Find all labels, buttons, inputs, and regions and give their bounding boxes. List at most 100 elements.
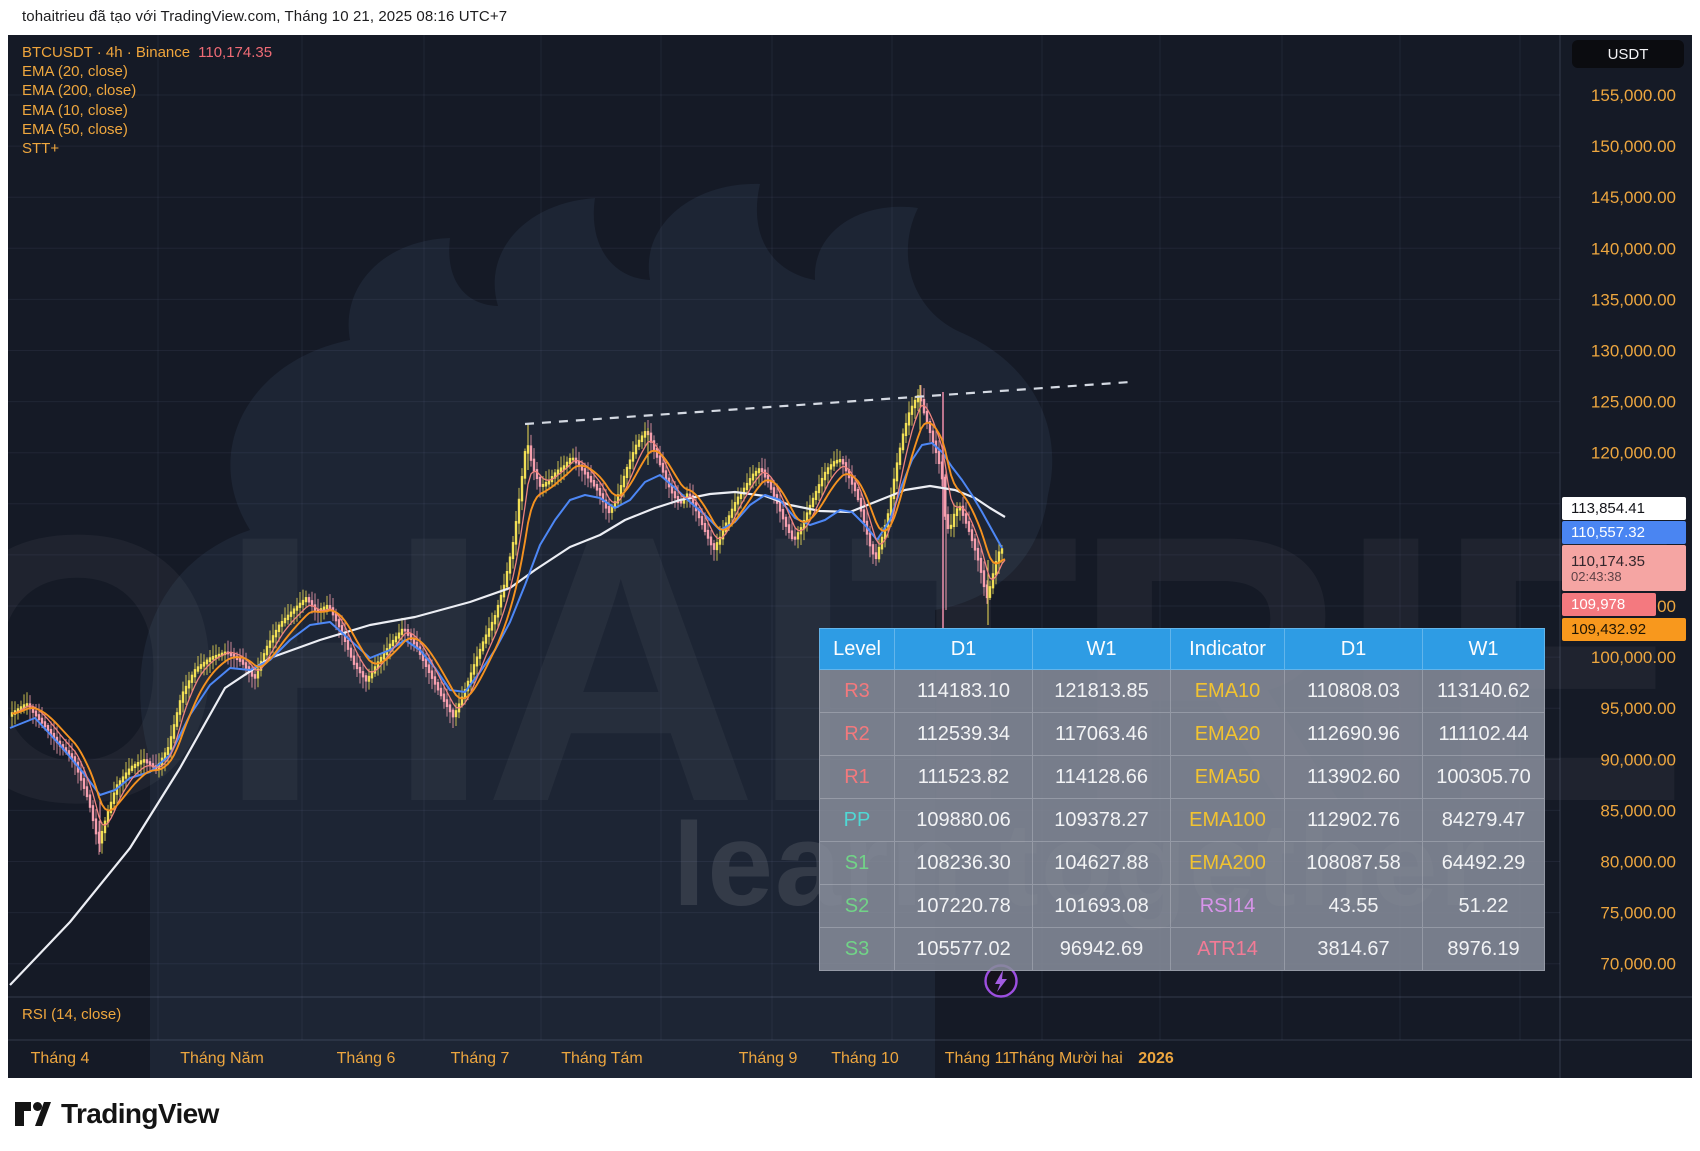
price-axis-label: 135,000.00 — [1591, 290, 1676, 309]
indicator-legend-ema10[interactable]: EMA (10, close) — [22, 101, 128, 119]
time-axis-label: Tháng 10 — [831, 1050, 899, 1067]
pivot-table-cell: 43.55 — [1285, 885, 1423, 928]
pivot-table-cell: PP — [819, 799, 895, 842]
pivot-table-cell: 104627.88 — [1033, 842, 1171, 885]
pivot-table-cell: 96942.69 — [1033, 928, 1171, 971]
price-axis-label: 130,000.00 — [1591, 342, 1676, 361]
attribution-text: tohaitrieu đã tạo với TradingView.com, T… — [22, 8, 508, 25]
pivot-table-cell: EMA200 — [1171, 842, 1285, 885]
pivot-table-cell: 111102.44 — [1423, 713, 1545, 756]
chart-legend: BTCUSDT · 4h · Binance 110,174.35 EMA (20… — [22, 43, 272, 158]
time-axis-label: Tháng 4 — [31, 1050, 90, 1067]
pivot-table-cell: 111523.82 — [895, 756, 1033, 799]
pivot-table-cell: 109378.27 — [1033, 799, 1171, 842]
price-axis-label: 150,000.00 — [1591, 137, 1676, 156]
pivot-table-cell: 105577.02 — [895, 928, 1033, 971]
pivot-table-cell: S1 — [819, 842, 895, 885]
chart-area[interactable]: TOHAITRIEU learn together 155,000.00150,… — [8, 35, 1692, 1078]
pivot-table-row: S1 108236.30 104627.88 EMA200 108087.58 64492… — [819, 842, 1545, 885]
pivot-table-header-cell: W1 — [1423, 628, 1545, 670]
price-axis-label: 125,000.00 — [1591, 393, 1676, 412]
price-axis-label: 155,000.00 — [1591, 86, 1676, 105]
symbol-title: BTCUSDT · 4h · Binance — [22, 44, 191, 61]
pivot-table-cell: RSI14 — [1171, 885, 1285, 928]
pivot-table-cell: 121813.85 — [1033, 670, 1171, 713]
price-tag-value: 110,557.32 — [1562, 521, 1686, 544]
price-tag-value: 109,978 — [1562, 593, 1656, 616]
pivot-table-row: R3 114183.10 121813.85 EMA10 110808.03 113140… — [819, 670, 1545, 713]
time-axis-label: 2026 — [1138, 1050, 1174, 1067]
pivot-table-cell: 8976.19 — [1423, 928, 1545, 971]
time-axis-label: Tháng 9 — [739, 1050, 798, 1067]
pivot-table-cell: 112902.76 — [1285, 799, 1423, 842]
price-tag-value: 113,854.41 — [1562, 497, 1686, 520]
pivot-indicator-table: Level D1 W1 Indicator D1 W1 R3 114183.10 121813.… — [819, 628, 1545, 971]
indicator-legend-ema50[interactable]: EMA (50, close) — [22, 120, 128, 138]
pivot-table-cell: S2 — [819, 885, 895, 928]
pivot-table-header-cell: Level — [819, 628, 895, 670]
pivot-table-row: S3 105577.02 96942.69 ATR14 3814.67 8976.19 — [819, 928, 1545, 971]
pivot-table-cell: 100305.70 — [1423, 756, 1545, 799]
attribution-bar: tohaitrieu đã tạo với TradingView.com, T… — [0, 0, 1700, 35]
pivot-table-cell: 101693.08 — [1033, 885, 1171, 928]
pivot-table-cell: 114128.66 — [1033, 756, 1171, 799]
pivot-table-row: S2 107220.78 101693.08 RSI14 43.55 51.22 — [819, 885, 1545, 928]
price-axis-label: 95,000.00 — [1600, 699, 1676, 718]
ema-50-line — [9, 442, 1003, 796]
pivot-table-cell: EMA100 — [1171, 799, 1285, 842]
pivot-table-cell: 107220.78 — [895, 885, 1033, 928]
time-axis-label: Tháng Năm — [180, 1050, 264, 1067]
pivot-table-row: R1 111523.82 114128.66 EMA50 113902.60 100305… — [819, 756, 1545, 799]
pivot-table-cell: ATR14 — [1171, 928, 1285, 971]
pivot-table-cell: 64492.29 — [1423, 842, 1545, 885]
symbol-legend-row[interactable]: BTCUSDT · 4h · Binance 110,174.35 — [22, 43, 272, 62]
pivot-table-cell: R1 — [819, 756, 895, 799]
time-axis-label: Tháng 7 — [451, 1050, 510, 1067]
pivot-table-cell: EMA10 — [1171, 670, 1285, 713]
price-axis-label: 75,000.00 — [1600, 904, 1676, 923]
pivot-table-cell: S3 — [819, 928, 895, 971]
currency-toggle-button[interactable]: USDT — [1572, 40, 1684, 68]
tradingview-logo[interactable]: TradingView — [15, 1098, 219, 1130]
pivot-table-header-cell: D1 — [895, 628, 1033, 670]
price-tag-value: 110,174.35 02:43:38 — [1562, 545, 1686, 591]
pivot-table-header-row: Level D1 W1 Indicator D1 W1 — [819, 628, 1545, 670]
lightning-icon — [995, 970, 1007, 992]
ema-10-line — [11, 404, 1006, 827]
time-axis-label: Tháng 11 — [945, 1050, 1012, 1067]
pivot-table-cell: 112690.96 — [1285, 713, 1423, 756]
pivot-table-header-cell: D1 — [1285, 628, 1423, 670]
price-axis-label: 85,000.00 — [1600, 801, 1676, 820]
pivot-table-header-cell: Indicator — [1171, 628, 1285, 670]
pivot-table-cell: 108236.30 — [895, 842, 1033, 885]
pivot-table-cell: R2 — [819, 713, 895, 756]
pivot-table-cell: 117063.46 — [1033, 713, 1171, 756]
rsi-pane-legend[interactable]: RSI (14, close) — [22, 1006, 122, 1023]
pivot-table-cell: 109880.06 — [895, 799, 1033, 842]
pivot-table-header-cell: W1 — [1033, 628, 1171, 670]
symbol-last-price: 110,174.35 — [198, 44, 273, 61]
indicator-legend-stt[interactable]: STT+ — [22, 140, 60, 158]
pivot-table-cell: R3 — [819, 670, 895, 713]
pivot-table-cell: EMA20 — [1171, 713, 1285, 756]
pivot-table-cell: 51.22 — [1423, 885, 1545, 928]
price-axis-label: 90,000.00 — [1600, 750, 1676, 769]
pivot-table-row: R2 112539.34 117063.46 EMA20 112690.96 111102… — [819, 713, 1545, 756]
pivot-table-cell: 112539.34 — [895, 713, 1033, 756]
pivot-table-cell: EMA50 — [1171, 756, 1285, 799]
indicator-overlays — [9, 404, 1006, 986]
indicator-legend-ema20[interactable]: EMA (20, close) — [22, 63, 128, 81]
price-axis-label: 140,000.00 — [1591, 239, 1676, 258]
price-tag-value: 109,432.92 — [1562, 618, 1686, 641]
price-axis-label: 145,000.00 — [1591, 188, 1676, 207]
pivot-table-row: PP 109880.06 109378.27 EMA100 112902.76 84279… — [819, 799, 1545, 842]
price-axis-label: 120,000.00 — [1591, 444, 1676, 463]
pivot-table-cell: 113140.62 — [1423, 670, 1545, 713]
pivot-table-cell: 114183.10 — [895, 670, 1033, 713]
pivot-table-cell: 84279.47 — [1423, 799, 1545, 842]
price-axis-label: 80,000.00 — [1600, 853, 1676, 872]
indicator-legend-ema200[interactable]: EMA (200, close) — [22, 82, 137, 100]
price-axis-label: 70,000.00 — [1600, 955, 1676, 974]
pivot-table-cell: 3814.67 — [1285, 928, 1423, 971]
